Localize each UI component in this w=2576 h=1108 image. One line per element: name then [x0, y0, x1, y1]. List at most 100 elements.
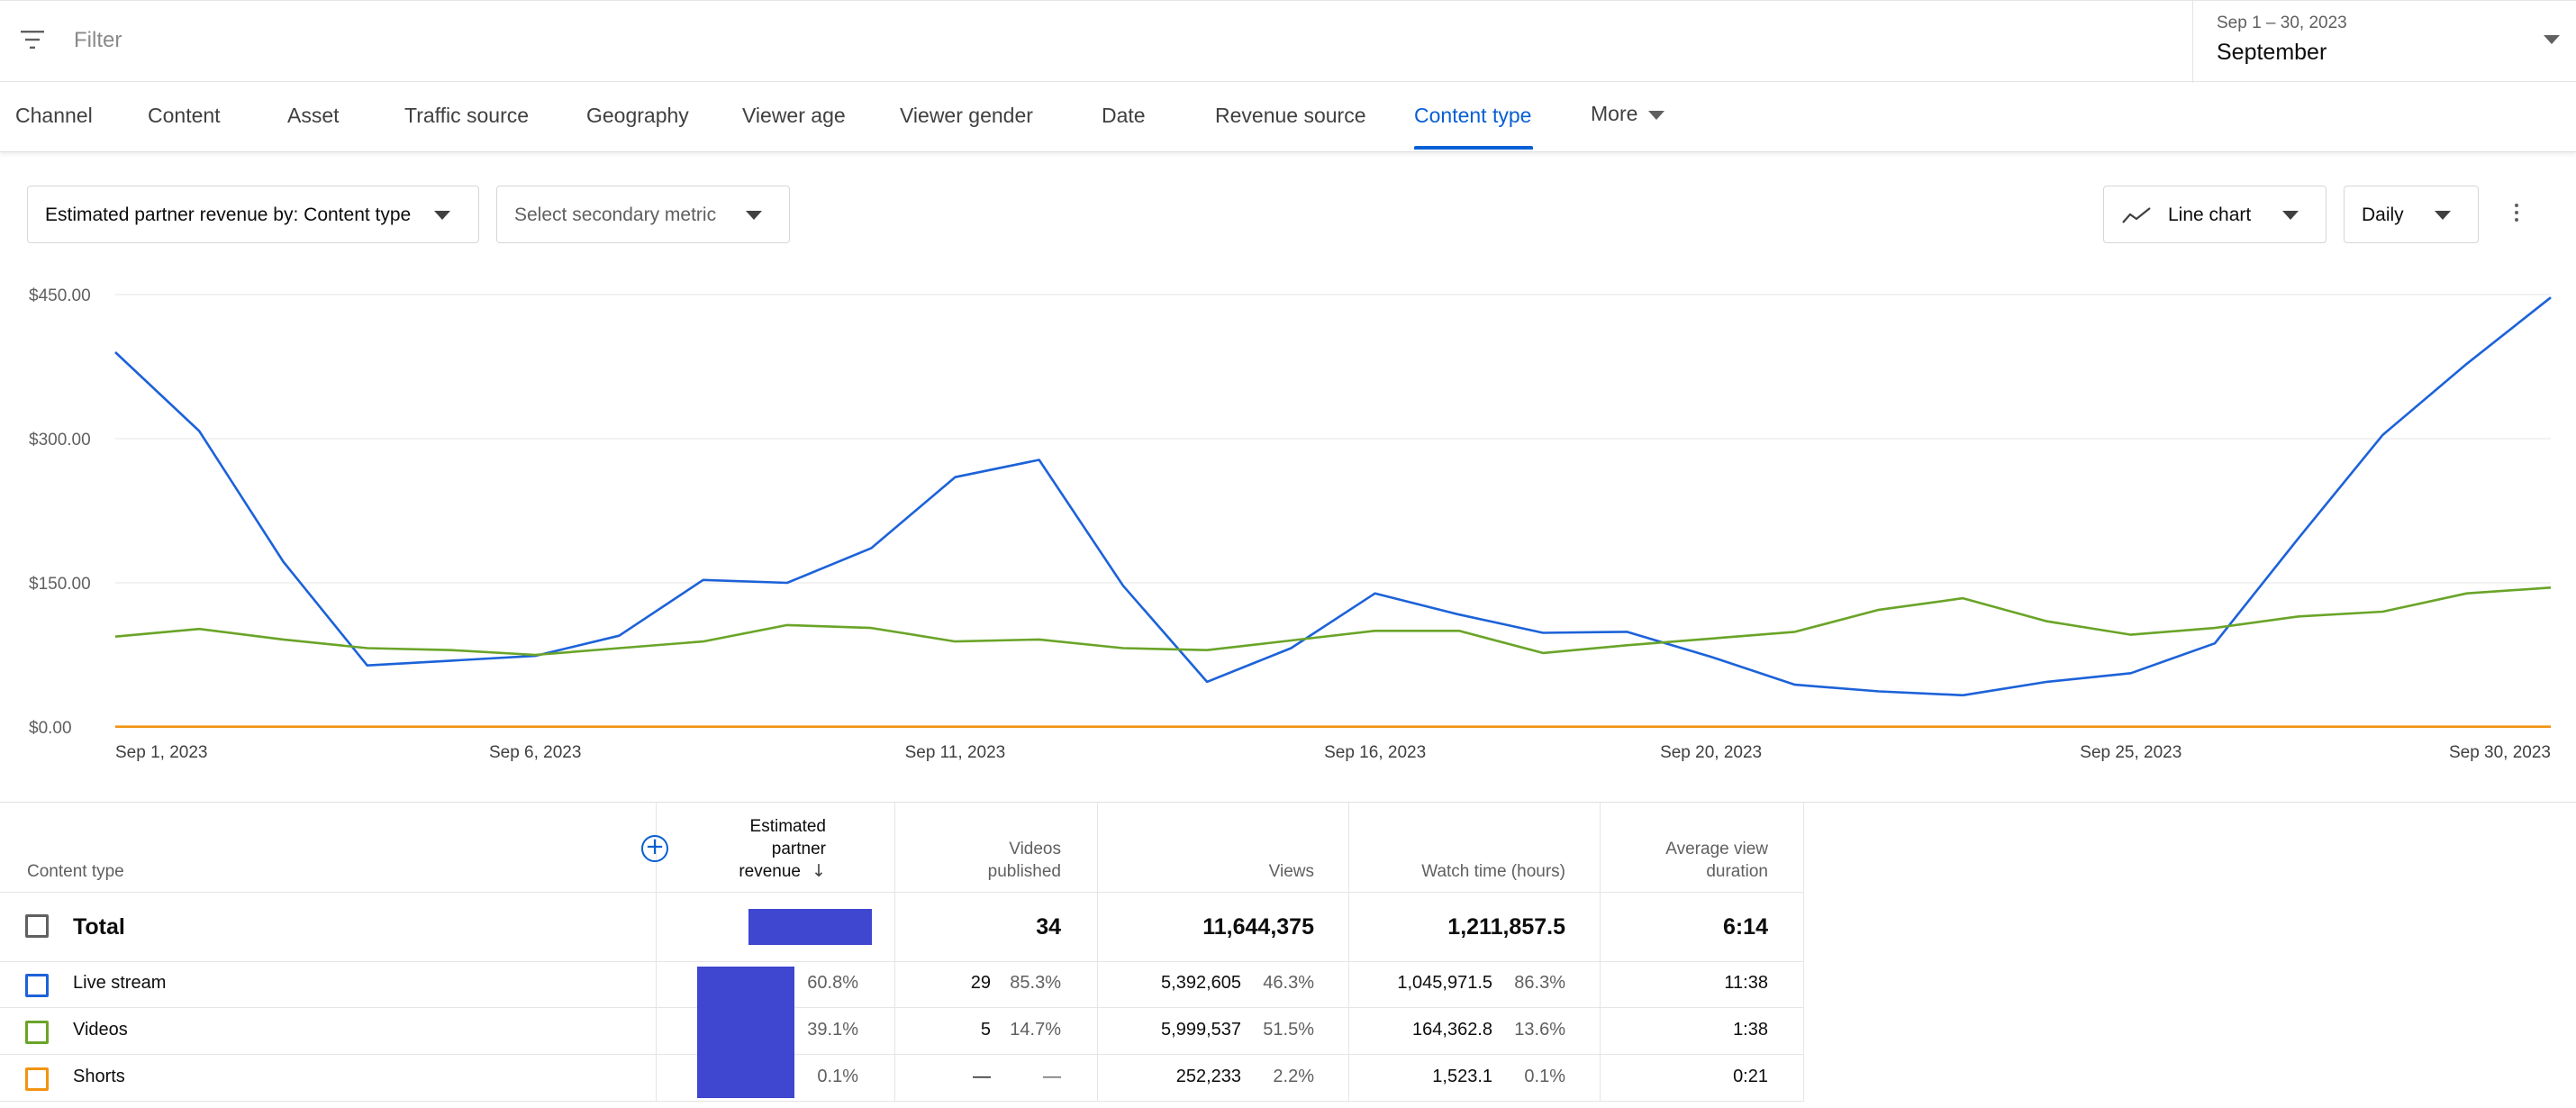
row-views-pct: 46.3%: [1263, 973, 1314, 993]
row-videos-pct: —: [1043, 1067, 1061, 1086]
row-label: Videos: [73, 1020, 128, 1040]
chart-type-select[interactable]: Line chart: [2103, 186, 2327, 243]
date-range-picker[interactable]: Sep 1 – 30, 2023 September: [2192, 1, 2576, 83]
interval-label: Daily: [2362, 204, 2404, 225]
secondary-metric-select[interactable]: Select secondary metric: [496, 186, 790, 243]
chart-type-label: Line chart: [2168, 204, 2252, 225]
x-tick-label: Sep 30, 2023: [2449, 743, 2551, 762]
x-tick-label: Sep 6, 2023: [489, 743, 581, 762]
x-tick-label: Sep 25, 2023: [2080, 743, 2181, 762]
primary-metric-select[interactable]: Estimated partner revenue by: Content ty…: [27, 186, 479, 243]
total-avg-view-duration: 6:14: [1722, 914, 1768, 940]
more-options-icon[interactable]: [2509, 200, 2524, 231]
row-watch-time: 1,045,971.5: [1397, 973, 1492, 993]
total-videos: 34: [1036, 914, 1061, 940]
row-label: Live stream: [73, 973, 167, 993]
series-line: [114, 296, 2552, 697]
live-stream-revenue-bar: [697, 967, 794, 1098]
date-range-text: Sep 1 – 30, 2023: [2217, 14, 2347, 32]
chevron-down-icon: [434, 211, 450, 220]
date-range-label: September: [2217, 40, 2327, 65]
row-avg-view-duration: 11:38: [1724, 973, 1768, 993]
row-revenue-pct: 39.1%: [807, 1020, 858, 1040]
row-watch-pct: 86.3%: [1514, 973, 1565, 993]
row-revenue-pct: 0.1%: [817, 1067, 858, 1086]
row-watch-time: 1,523.1: [1432, 1067, 1492, 1086]
chevron-down-icon: [2544, 35, 2560, 44]
header-avg-view-duration[interactable]: Average view duration: [1608, 838, 1768, 883]
header-revenue[interactable]: Estimated partner revenue ↓: [703, 815, 826, 883]
row-views: 5,999,537: [1161, 1020, 1241, 1040]
filter-bar: Filter Sep 1 – 30, 2023 September: [0, 0, 2576, 83]
header-views[interactable]: Views: [1268, 862, 1314, 881]
header-videos-line1: Videos: [1009, 840, 1061, 858]
header-videos-line2: published: [987, 862, 1061, 881]
y-tick-label: $150.00: [29, 575, 91, 594]
x-tick-label: Sep 1, 2023: [115, 743, 207, 762]
header-revenue-line3: revenue: [739, 862, 801, 881]
header-revenue-line1: Estimated: [749, 817, 826, 836]
total-revenue-bar: [748, 909, 872, 945]
tab-date[interactable]: Date: [1102, 104, 1146, 127]
tab-more[interactable]: More: [1591, 102, 1665, 126]
content-type-table: Content type + Estimated partner revenue…: [0, 802, 2576, 1108]
row-views-pct: 51.5%: [1263, 1020, 1314, 1040]
total-watch-time: 1,211,857.5: [1447, 914, 1565, 940]
x-tick-label: Sep 11, 2023: [905, 743, 1006, 762]
row-watch-pct: 13.6%: [1514, 1020, 1565, 1040]
row-videos-pct: 85.3%: [1010, 973, 1061, 993]
row-watch-time: 164,362.8: [1412, 1020, 1492, 1040]
y-tick-label: $450.00: [29, 286, 91, 305]
row-videos: —: [973, 1067, 991, 1086]
chevron-down-icon: [1648, 110, 1665, 120]
shorts-checkbox[interactable]: [25, 1067, 49, 1091]
series-line: [114, 586, 2552, 657]
header-revenue-line3-wrap: revenue ↓: [703, 860, 826, 883]
row-views: 252,233: [1175, 1067, 1241, 1086]
header-content-type: Content type: [27, 862, 124, 881]
total-views: 11,644,375: [1202, 914, 1314, 940]
chevron-down-icon: [2282, 211, 2299, 220]
header-videos-published[interactable]: Videos published: [901, 838, 1061, 883]
header-avd-line2: duration: [1706, 862, 1768, 881]
chevron-down-icon: [746, 211, 762, 220]
header-avd-line1: Average view: [1665, 840, 1768, 858]
tab-traffic-source[interactable]: Traffic source: [404, 104, 530, 127]
videos-checkbox[interactable]: [25, 1021, 49, 1044]
filter-icon[interactable]: [19, 28, 46, 51]
tab-geography[interactable]: Geography: [586, 104, 689, 127]
row-avg-view-duration: 1:38: [1733, 1020, 1768, 1040]
row-label: Shorts: [73, 1067, 125, 1086]
row-videos-pct: 14.7%: [1010, 1020, 1061, 1040]
tab-channel[interactable]: Channel: [15, 104, 93, 127]
header-watch-time[interactable]: Watch time (hours): [1421, 862, 1565, 881]
row-watch-pct: 0.1%: [1524, 1067, 1565, 1086]
y-tick-label: $300.00: [29, 431, 91, 450]
tab-more-label: More: [1591, 102, 1638, 125]
dimension-tabs: Channel Content Asset Traffic source Geo…: [0, 82, 2576, 152]
interval-select[interactable]: Daily: [2344, 186, 2479, 243]
add-metric-icon[interactable]: +: [641, 835, 668, 862]
tab-revenue-source[interactable]: Revenue source: [1215, 104, 1366, 127]
row-avg-view-duration: 0:21: [1733, 1067, 1768, 1086]
line-chart-icon: [2122, 207, 2151, 223]
tab-content-type[interactable]: Content type: [1414, 104, 1532, 127]
row-revenue-pct: 60.8%: [807, 973, 858, 993]
live-stream-checkbox[interactable]: [25, 974, 49, 997]
y-tick-label: $0.00: [29, 719, 72, 738]
row-views-pct: 2.2%: [1273, 1067, 1314, 1086]
tab-viewer-gender[interactable]: Viewer gender: [900, 104, 1033, 127]
tab-content[interactable]: Content: [148, 104, 221, 127]
row-videos: 29: [970, 973, 991, 993]
header-revenue-line2: partner: [771, 840, 826, 858]
primary-metric-label: Estimated partner revenue by: Content ty…: [45, 204, 412, 225]
filter-input[interactable]: Filter: [74, 28, 122, 52]
tab-asset[interactable]: Asset: [287, 104, 340, 127]
x-tick-label: Sep 16, 2023: [1324, 743, 1426, 762]
total-checkbox[interactable]: [25, 914, 49, 938]
row-views: 5,392,605: [1161, 973, 1241, 993]
total-label: Total: [73, 914, 125, 940]
row-videos: 5: [980, 1020, 991, 1040]
chevron-down-icon: [2435, 211, 2451, 220]
tab-viewer-age[interactable]: Viewer age: [742, 104, 846, 127]
